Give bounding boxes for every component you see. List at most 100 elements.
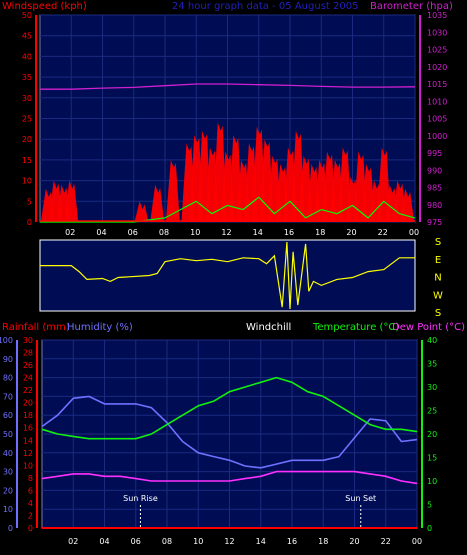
windspeed-tick-label: 10 xyxy=(22,177,32,186)
rainfall-tick-label: 26 xyxy=(23,361,33,370)
humidity-axis-label: Humidity (%) xyxy=(67,322,133,333)
wind-gust-spike xyxy=(165,159,180,222)
windspeed-tick-label: 15 xyxy=(22,156,32,165)
humidity-tick-label: 70 xyxy=(3,392,13,401)
barometer-tick-label: 985 xyxy=(427,184,442,193)
wind-direction-line xyxy=(40,241,415,310)
direction-plot-area xyxy=(39,239,416,312)
temp-x-tick-label: 22 xyxy=(381,537,391,546)
temp-x-tick-label: 02 xyxy=(68,537,78,546)
avg-wind-line xyxy=(40,196,416,223)
barometer-tick-label: 1000 xyxy=(427,132,447,141)
temperature-tick-label: 15 xyxy=(427,454,437,463)
rainfall-tick-label: 16 xyxy=(23,424,33,433)
wind-x-tick-label: 10 xyxy=(190,228,200,237)
barometer-tick-label: 1035 xyxy=(427,11,447,20)
windspeed-tick-label: 30 xyxy=(22,94,32,103)
wind-gust-spike xyxy=(400,188,415,222)
humidity-tick-label: 50 xyxy=(3,430,13,439)
wind-x-tick-label: 16 xyxy=(284,228,294,237)
temp-x-tick-label: 08 xyxy=(162,537,172,546)
wind-x-tick-label: 06 xyxy=(128,228,138,237)
rainfall-tick-label: 10 xyxy=(23,461,33,470)
barometer-tick-label: 1025 xyxy=(427,46,447,55)
direction-tick-label: W xyxy=(433,290,443,301)
barometer-tick-label: 1020 xyxy=(427,63,447,72)
barometer-axis-label: Barometer (hpa) xyxy=(370,1,453,12)
wind-x-tick-label: 08 xyxy=(159,228,169,237)
rainfall-tick-label: 12 xyxy=(23,449,33,458)
windspeed-tick-label: 25 xyxy=(22,115,32,124)
rainfall-tick-label: 20 xyxy=(23,399,33,408)
rainfall-tick-label: 6 xyxy=(28,486,33,495)
barometer-tick-label: 995 xyxy=(427,149,442,158)
humidity-tick-label: 60 xyxy=(3,411,13,420)
rainfall-tick-label: 4 xyxy=(28,499,33,508)
humidity-tick-label: 10 xyxy=(3,505,13,514)
windspeed-tick-label: 0 xyxy=(27,218,32,227)
wind-barometer-chart: 0510152025303540455097598098599099510001… xyxy=(22,11,448,237)
temperature-tick-label: 25 xyxy=(427,407,437,416)
rainfall-tick-label: 22 xyxy=(23,386,33,395)
barometer-tick-label: 1030 xyxy=(427,28,447,37)
temperature-axis-label: Temperature (°C) xyxy=(312,322,399,333)
wind-gust-spike xyxy=(150,184,165,222)
temperature-tick-label: 5 xyxy=(427,501,432,510)
humidity-tick-label: 80 xyxy=(3,374,13,383)
humidity-line xyxy=(41,395,418,469)
dewpoint-axis-label: Dew Point (°C) xyxy=(392,322,465,333)
barometer-tick-label: 1015 xyxy=(427,80,447,89)
windspeed-tick-label: 35 xyxy=(22,73,32,82)
rainfall-axis-label: Rainfall (mm) xyxy=(2,322,70,333)
temp-x-tick-label: 16 xyxy=(287,537,297,546)
barometer-tick-label: 975 xyxy=(427,218,442,227)
temp-x-tick-label: 06 xyxy=(131,537,141,546)
dewpoint-line xyxy=(41,470,418,485)
rainfall-tick-label: 18 xyxy=(23,411,33,420)
wind-x-tick-label: 00 xyxy=(409,228,419,237)
temp-x-tick-label: 20 xyxy=(349,537,359,546)
temp-x-tick-label: 00 xyxy=(412,537,422,546)
wind-x-tick-label: 14 xyxy=(253,228,263,237)
temperature-line xyxy=(41,376,418,440)
rainfall-tick-label: 30 xyxy=(23,336,33,345)
windspeed-tick-label: 5 xyxy=(27,197,32,206)
wind-x-tick-label: 18 xyxy=(315,228,325,237)
rainfall-tick-label: 0 xyxy=(28,524,33,533)
direction-tick-label: N xyxy=(434,273,441,284)
temp-x-tick-label: 10 xyxy=(193,537,203,546)
temperature-tick-label: 10 xyxy=(427,477,437,486)
temp-x-tick-label: 04 xyxy=(99,537,109,546)
temp-x-tick-label: 12 xyxy=(224,537,234,546)
rainfall-tick-label: 14 xyxy=(23,436,33,445)
wind-x-tick-label: 12 xyxy=(221,228,231,237)
barometer-tick-label: 1010 xyxy=(427,97,447,106)
direction-tick-label: E xyxy=(435,255,441,266)
chart-title: 24 hour graph data - 05 August 2005 xyxy=(172,1,358,12)
rainfall-tick-label: 24 xyxy=(23,374,33,383)
wind-x-tick-label: 22 xyxy=(378,228,388,237)
windchill-label: Windchill xyxy=(246,322,291,333)
rainfall-tick-label: 2 xyxy=(28,511,33,520)
sun-event-label: Sun Rise xyxy=(123,494,158,503)
direction-tick-label: S xyxy=(435,237,441,248)
barometer-line xyxy=(40,83,416,90)
temperature-tick-label: 30 xyxy=(427,383,437,392)
windspeed-tick-label: 45 xyxy=(22,32,32,41)
wind-x-tick-label: 04 xyxy=(96,228,106,237)
wind-gust-spike xyxy=(64,180,79,222)
temp-x-tick-label: 14 xyxy=(256,537,266,546)
temperature-tick-label: 40 xyxy=(427,336,437,345)
rainfall-tick-label: 8 xyxy=(28,474,33,483)
barometer-tick-label: 980 xyxy=(427,201,442,210)
humidity-tick-label: 40 xyxy=(3,449,13,458)
direction-tick-label: S xyxy=(435,308,441,319)
wind-gust-spike xyxy=(134,201,149,222)
windspeed-tick-label: 50 xyxy=(22,11,32,20)
temperature-humidity-chart: 0102030405060708090100024681012141618202… xyxy=(0,336,437,546)
sun-event-label: Sun Set xyxy=(345,494,376,503)
wind-x-tick-label: 20 xyxy=(346,228,356,237)
wind-x-tick-label: 02 xyxy=(65,228,75,237)
